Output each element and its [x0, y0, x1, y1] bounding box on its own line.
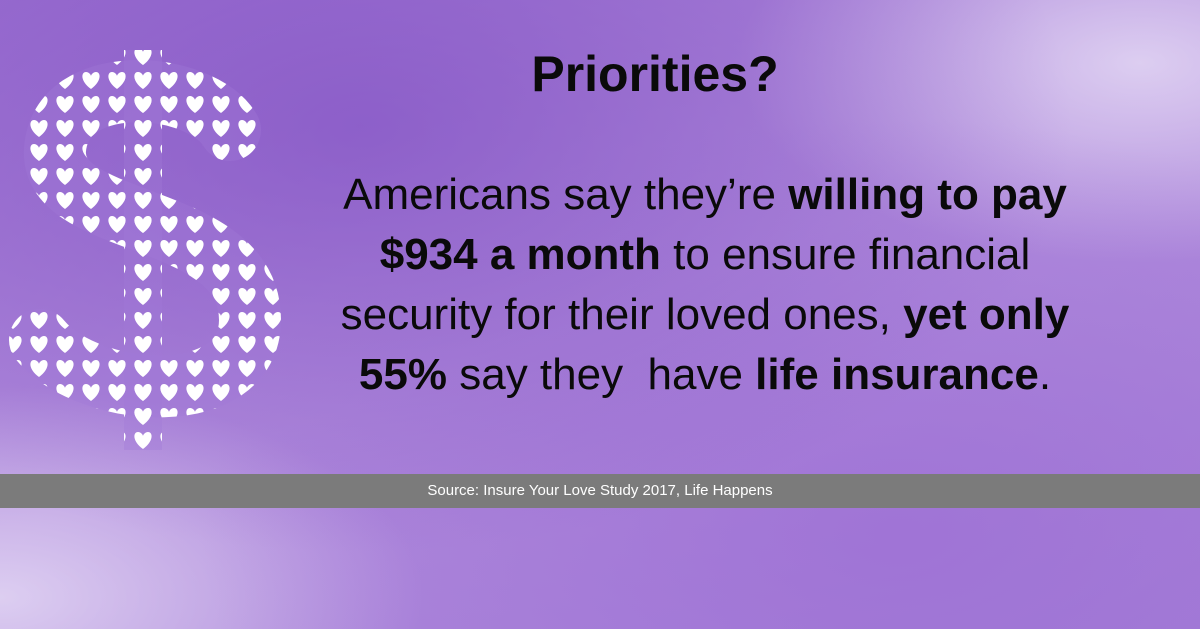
- source-bar: [0, 474, 1200, 508]
- title: Priorities?: [531, 46, 779, 102]
- dollar-icon: [9, 50, 282, 450]
- body-text: Americans say they’re willing to pay $934…: [290, 165, 1120, 405]
- text: Americans say they’re: [343, 170, 789, 219]
- text: security for their loved ones,: [340, 290, 904, 339]
- body-line: Americans say they’re willing to pay: [290, 165, 1120, 225]
- source: Source: Insure Your Love Study 2017, Lif…: [427, 482, 773, 499]
- bold-text: 55%: [358, 350, 447, 399]
- bold-text: life insurance: [755, 350, 1039, 399]
- body-line: security for their loved ones, yet only: [290, 285, 1120, 345]
- body-line: 55% say they have life insurance.: [290, 345, 1120, 405]
- bold-text: $934 a month: [379, 230, 661, 279]
- bold-text: willing to pay: [788, 170, 1067, 219]
- body-line: $934 a month to ensure financial: [290, 225, 1120, 285]
- text: say they have: [447, 350, 756, 399]
- text: to ensure financial: [660, 230, 1031, 279]
- bold-text: yet only: [903, 290, 1070, 339]
- text: .: [1038, 350, 1052, 399]
